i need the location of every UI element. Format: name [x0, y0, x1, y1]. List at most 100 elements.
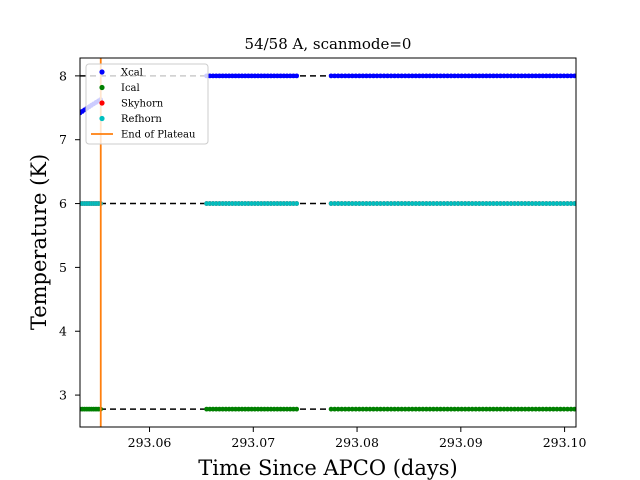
y-axis-label: Temperature (K) [27, 154, 51, 330]
legend-swatch [99, 100, 105, 106]
refhorn-point [332, 201, 338, 206]
xcal-point [565, 73, 570, 79]
xcal-point [494, 73, 500, 79]
refhorn-point [515, 201, 521, 206]
ical-point [360, 406, 366, 412]
refhorn-point [434, 201, 440, 206]
ical-point [501, 406, 507, 412]
ical-point [494, 406, 500, 412]
ical-point [427, 406, 433, 412]
ical-point [332, 406, 338, 412]
ical-point [448, 406, 454, 412]
xcal-point [476, 73, 482, 79]
xcal-point [339, 73, 345, 79]
ical-point [529, 406, 535, 412]
x-tick-label: 293.09 [439, 435, 483, 450]
ical-point [413, 406, 419, 412]
xcal-point [561, 73, 567, 79]
ical-point [466, 406, 472, 412]
x-tick-label: 293.08 [335, 435, 379, 450]
xcal-point [455, 73, 461, 79]
refhorn-point [349, 201, 355, 206]
ical-point [558, 406, 563, 412]
ical-point [519, 406, 525, 412]
xcal-point [395, 73, 401, 79]
refhorn-point [455, 201, 461, 206]
refhorn-point [540, 201, 546, 206]
xcal-point [438, 73, 443, 79]
y-tick-label: 3 [59, 388, 67, 403]
x-axis-label: Time Since APCO (days) [198, 456, 457, 480]
xcal-point [342, 73, 348, 79]
ical-point [441, 406, 447, 412]
ical-point [561, 406, 567, 412]
xcal-point [332, 73, 338, 79]
legend-label: Xcal [121, 68, 143, 79]
ical-point [438, 406, 443, 412]
refhorn-point [367, 201, 373, 206]
xcal-point [413, 73, 419, 79]
legend-label: Refhorn [121, 114, 162, 125]
xcal-point [491, 73, 496, 79]
refhorn-point [462, 201, 468, 206]
xcal-point [462, 73, 468, 79]
y-tick-label: 7 [59, 132, 67, 147]
refhorn-point [498, 201, 503, 206]
legend-label: Ical [121, 83, 140, 94]
refhorn-point [522, 201, 528, 206]
ical-point [356, 406, 362, 412]
plot-frame [79, 57, 577, 428]
ical-point [381, 406, 387, 412]
refhorn-point [360, 201, 366, 206]
xcal-point [392, 73, 398, 79]
refhorn-point [561, 201, 567, 206]
ical-point [543, 406, 549, 412]
xcal-point [533, 73, 539, 79]
xcal-point [335, 73, 341, 79]
refhorn-point [363, 201, 369, 206]
refhorn-point [505, 201, 510, 206]
chart-title: 54/58 A, scanmode=0 [245, 35, 412, 53]
ical-point [409, 406, 415, 412]
ical-point [498, 406, 503, 412]
xcal-point [441, 73, 447, 79]
refhorn-point [378, 201, 383, 206]
ical-point [491, 406, 496, 412]
xcal-point [543, 73, 549, 79]
xcal-point [547, 73, 553, 79]
refhorn-point [529, 201, 535, 206]
xcal-point [423, 73, 429, 79]
xcal-point [363, 73, 369, 79]
xcal-point [448, 73, 454, 79]
xcal-point [328, 73, 334, 79]
xcal-point [402, 73, 408, 79]
refhorn-point [536, 201, 542, 206]
refhorn-point [459, 201, 465, 206]
refhorn-point [374, 201, 380, 206]
refhorn-point [448, 201, 454, 206]
xcal-point [487, 73, 493, 79]
ical-point [423, 406, 429, 412]
xcal-point [522, 73, 528, 79]
xcal-point [466, 73, 472, 79]
ical-point [399, 406, 405, 412]
xcal-point [480, 73, 486, 79]
ical-point [342, 406, 348, 412]
ical-point [554, 406, 560, 412]
xcal-point [385, 73, 390, 79]
xcal-point [498, 73, 503, 79]
ical-point [508, 406, 514, 412]
refhorn-point [381, 201, 387, 206]
xcal-point [568, 73, 574, 79]
ical-point [353, 406, 359, 412]
refhorn-point [409, 201, 415, 206]
refhorn-point [526, 201, 532, 206]
refhorn-point [568, 201, 574, 206]
refhorn-point [572, 201, 576, 206]
ical-point [406, 406, 412, 412]
xcal-point [371, 73, 376, 79]
xcal-point [459, 73, 465, 79]
xcal-point [515, 73, 521, 79]
refhorn-point [494, 201, 500, 206]
y-tick-label: 8 [59, 68, 67, 83]
